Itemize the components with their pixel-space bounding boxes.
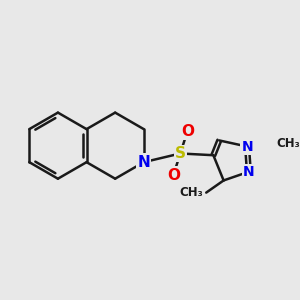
Text: CH₃: CH₃ — [180, 186, 204, 199]
Text: O: O — [167, 168, 180, 183]
Text: N: N — [137, 155, 150, 170]
Text: N: N — [243, 165, 255, 179]
Text: N: N — [241, 140, 253, 154]
Text: CH₃: CH₃ — [277, 136, 300, 149]
Text: S: S — [175, 146, 186, 161]
Text: O: O — [181, 124, 194, 139]
